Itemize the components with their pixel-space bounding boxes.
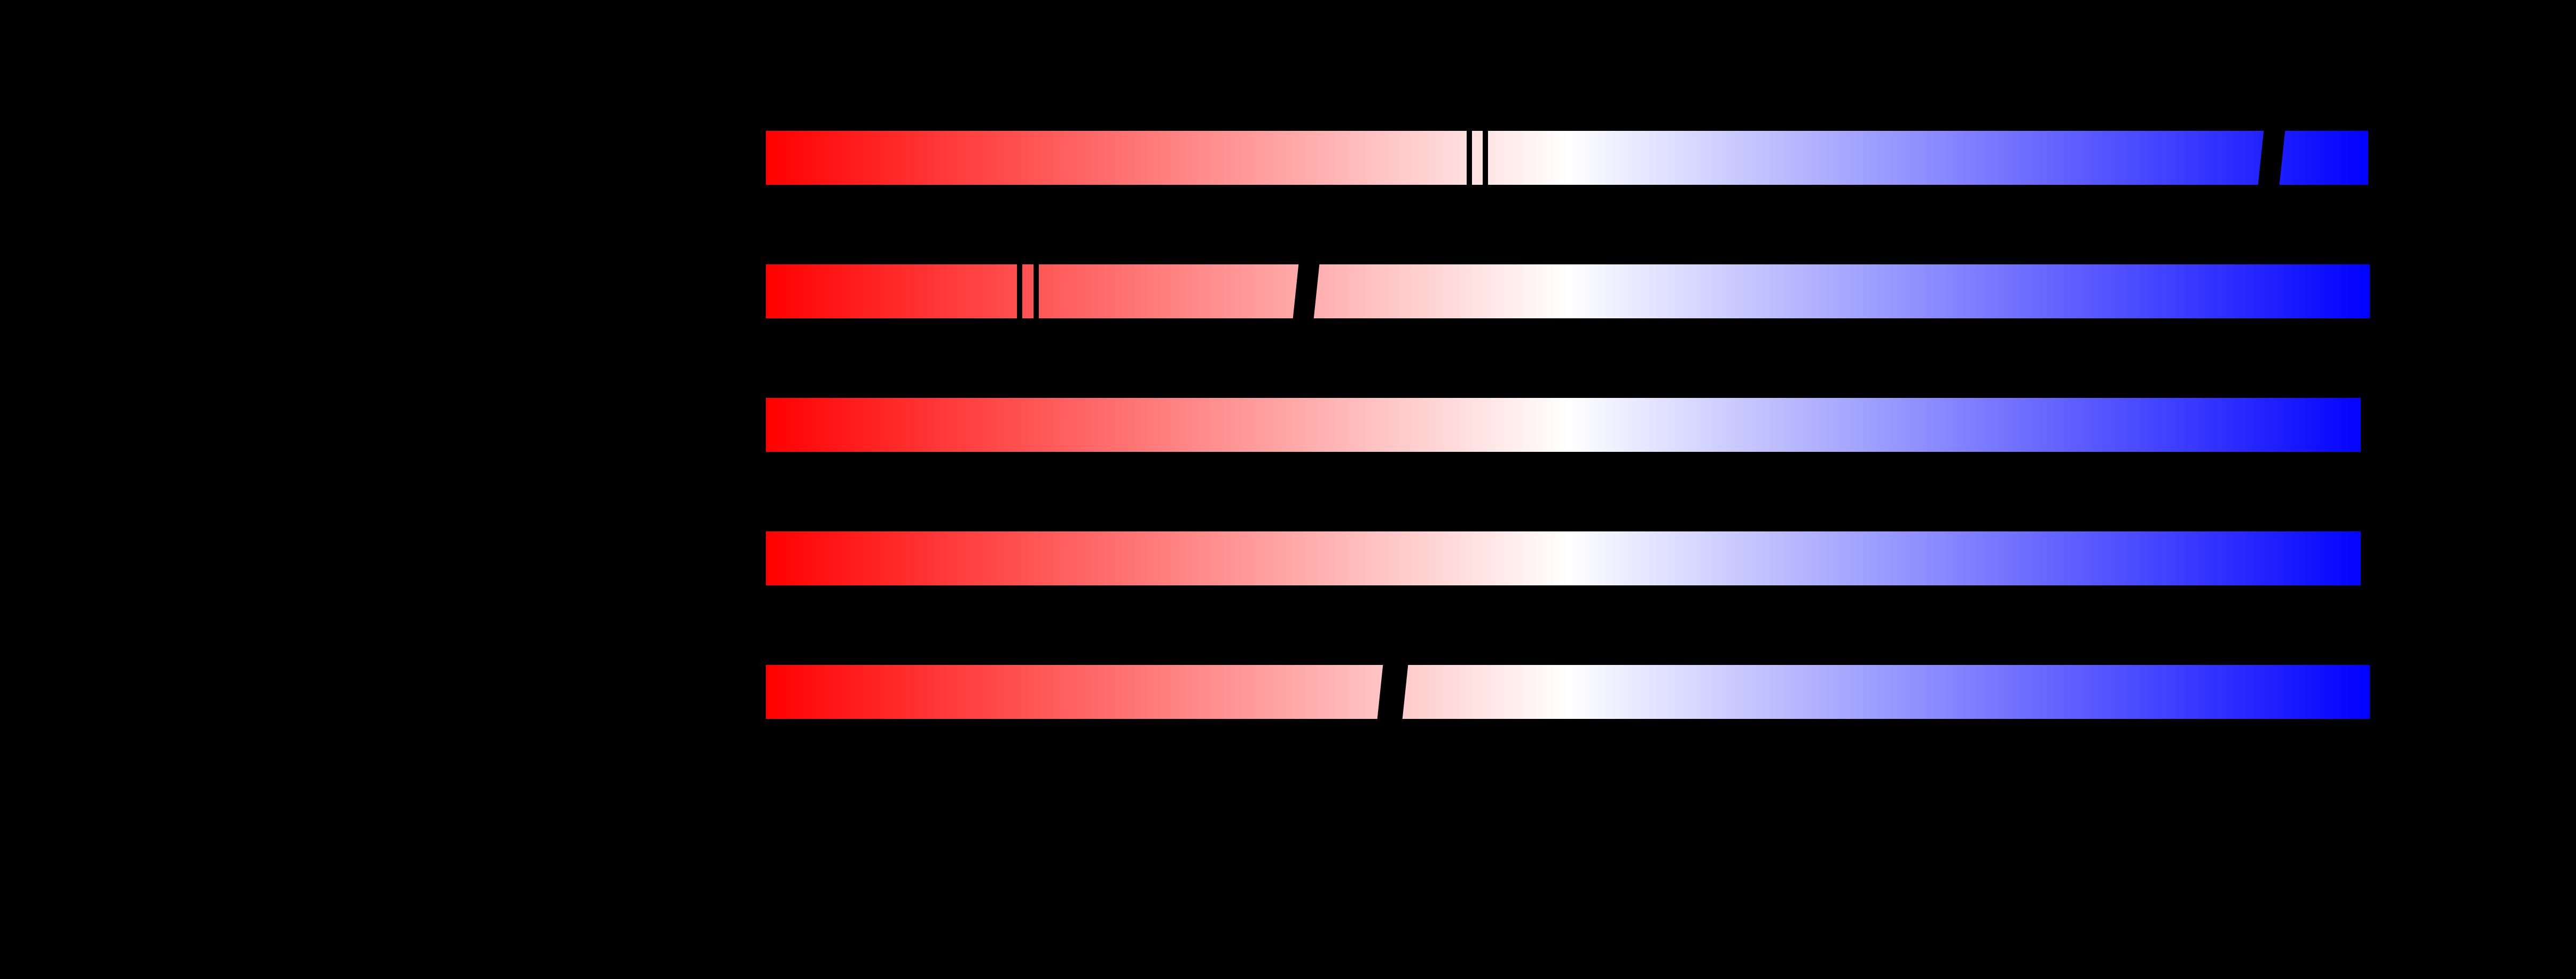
tick-marker-thin	[1033, 264, 1039, 318]
gradient-bar-row-5	[766, 665, 2370, 719]
gradient-bar-row-3	[766, 398, 2361, 452]
tick-marker-wide	[1377, 665, 1408, 719]
tick-marker-thin	[1017, 264, 1023, 318]
gradient-bar-row-4	[766, 531, 2361, 585]
tick-marker-wide	[2258, 131, 2285, 185]
tick-marker-thin	[1467, 131, 1473, 185]
tick-marker-wide	[1293, 264, 1320, 318]
gradient-bar-row-2	[766, 264, 2370, 318]
tick-marker-thin	[1482, 131, 1488, 185]
gradient-bar-row-1	[766, 131, 2368, 185]
